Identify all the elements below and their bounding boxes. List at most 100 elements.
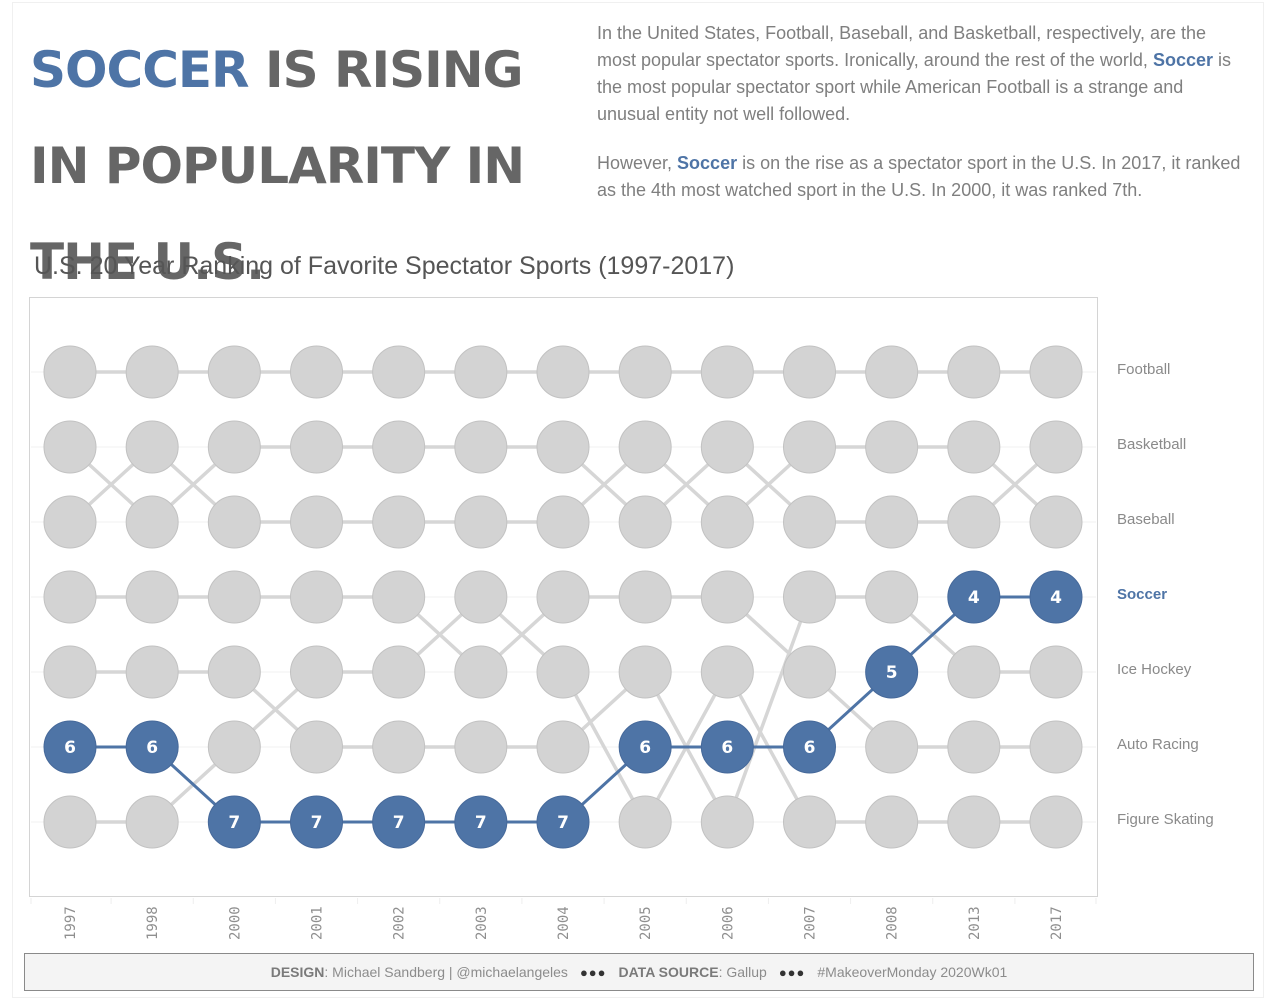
x-tick-label-2001: 2001: [310, 906, 326, 940]
node-football-2004: [536, 345, 590, 399]
node-basketball-1997: [43, 420, 97, 474]
node-basketball-2005: [618, 495, 672, 549]
node-basketball-1998: [125, 495, 179, 549]
node-soccer-2002: [372, 795, 426, 849]
node-figure-skating-2006: [700, 645, 754, 699]
x-tick-label-2002: 2002: [392, 906, 408, 940]
node-football-2000: [207, 345, 261, 399]
node-football-2006: [700, 345, 754, 399]
intro-p1-text: In the United States, Football, Baseball…: [597, 23, 1207, 70]
separator-dots-icon: ●●●: [778, 964, 806, 980]
node-basketball-2006: [700, 420, 754, 474]
node-baseball-2013: [947, 420, 1001, 474]
data-label-soccer-1997: 6: [64, 738, 76, 758]
data-label-soccer-2008: 5: [886, 663, 898, 683]
node-football-1998: [125, 345, 179, 399]
node-ice-hockey-2007: [783, 570, 836, 624]
node-auto-racing-2001: [290, 570, 343, 624]
node-figure-skating-2007: [783, 795, 836, 849]
node-figure-skating-2001: [290, 645, 343, 699]
node-ice-hockey-1998: [125, 645, 179, 699]
intro-p2-highlight: Soccer: [677, 153, 738, 173]
x-tick-label-1997: 1997: [63, 906, 79, 940]
node-football-2008: [865, 345, 919, 399]
node-soccer-2005: [618, 720, 672, 774]
intro-p1-text-end: is the most popular spectator sport whil…: [597, 50, 1231, 124]
node-ice-hockey-2013: [947, 645, 1001, 699]
x-tick-label-2006: 2006: [720, 906, 736, 940]
node-baseball-2001: [290, 495, 343, 549]
node-ice-hockey-2001: [290, 720, 343, 774]
node-soccer-2000: [207, 795, 261, 849]
node-auto-racing-2000: [207, 570, 261, 624]
node-ice-hockey-2004: [536, 720, 590, 774]
row-label-figure-skating: Figure Skating: [1117, 811, 1214, 828]
node-soccer-2004: [536, 795, 590, 849]
node-figure-skating-2003: [454, 570, 508, 624]
node-auto-racing-2002: [372, 570, 426, 624]
x-tick-label-2000: 2000: [227, 906, 243, 940]
x-tick-label-1998: 1998: [145, 906, 161, 940]
node-soccer-2017: [1029, 570, 1083, 624]
node-auto-racing-2008: [865, 720, 919, 774]
node-auto-racing-1997: [43, 570, 97, 624]
row-label-basketball: Basketball: [1117, 436, 1186, 453]
node-ice-hockey-2006: [700, 795, 754, 849]
node-baseball-2004: [536, 495, 590, 549]
node-football-2003: [454, 345, 508, 399]
source-value: : Gallup: [718, 964, 767, 980]
headline-accent: SOCCER: [30, 41, 250, 99]
data-label-soccer-2004: 7: [557, 813, 569, 833]
design-value: : Michael Sandberg | @michaelangeles: [324, 964, 568, 980]
intro-paragraph-2: However, Soccer is on the rise as a spec…: [597, 150, 1247, 204]
data-label-soccer-2001: 7: [311, 813, 323, 833]
series-line-figure-skating: [70, 594, 1056, 826]
data-label-soccer-2003: 7: [475, 813, 487, 833]
node-basketball-2003: [454, 420, 508, 474]
data-label-soccer-1998: 6: [146, 738, 158, 758]
row-label-auto-racing: Auto Racing: [1117, 736, 1199, 753]
design-label: DESIGN: [270, 964, 325, 980]
node-football-2017: [1029, 345, 1083, 399]
x-tick-label-2003: 2003: [474, 906, 490, 940]
node-baseball-2008: [865, 420, 919, 474]
data-label-soccer-2002: 7: [393, 813, 405, 833]
node-ice-hockey-2008: [865, 570, 919, 624]
node-auto-racing-2017: [1029, 720, 1083, 774]
headline: SOCCER IS RISING IN POPULARITY IN THE U.…: [30, 22, 590, 310]
data-label-soccer-2005: 6: [639, 738, 651, 758]
node-football-2013: [947, 345, 1001, 399]
data-label-soccer-2013: 4: [968, 588, 980, 608]
node-baseball-1997: [43, 495, 97, 549]
node-baseball-2002: [372, 495, 426, 549]
node-soccer-2006: [700, 720, 754, 774]
node-soccer-2008: [865, 645, 919, 699]
plot-area-border: [29, 297, 1098, 897]
node-figure-skating-2000: [207, 720, 261, 774]
node-figure-skating-1998: [125, 795, 179, 849]
node-football-2007: [783, 345, 836, 399]
node-soccer-2001: [290, 795, 343, 849]
node-auto-racing-2005: [618, 570, 672, 624]
node-basketball-2004: [536, 420, 590, 474]
node-figure-skating-2004: [536, 645, 590, 699]
intro-p2-text: However,: [597, 153, 678, 173]
node-basketball-2008: [865, 495, 919, 549]
node-basketball-2013: [947, 495, 1001, 549]
node-soccer-1997: [43, 720, 97, 774]
x-tick-label-2017: 2017: [1049, 906, 1065, 940]
intro-text: In the United States, Football, Baseball…: [597, 20, 1247, 226]
data-label-soccer-2006: 6: [721, 738, 733, 758]
node-soccer-1998: [125, 720, 179, 774]
node-figure-skating-1997: [43, 795, 97, 849]
headline-rest: IS RISING IN POPULARITY IN THE U.S.: [30, 41, 525, 291]
node-ice-hockey-2002: [372, 720, 426, 774]
node-soccer-2013: [947, 570, 1001, 624]
x-tick-label-2004: 2004: [556, 906, 572, 940]
separator-dots-icon: ●●●: [579, 964, 607, 980]
x-tick-label-2013: 2013: [967, 906, 983, 940]
node-figure-skating-2005: [618, 795, 672, 849]
node-auto-racing-1998: [125, 570, 179, 624]
node-football-1997: [43, 345, 97, 399]
